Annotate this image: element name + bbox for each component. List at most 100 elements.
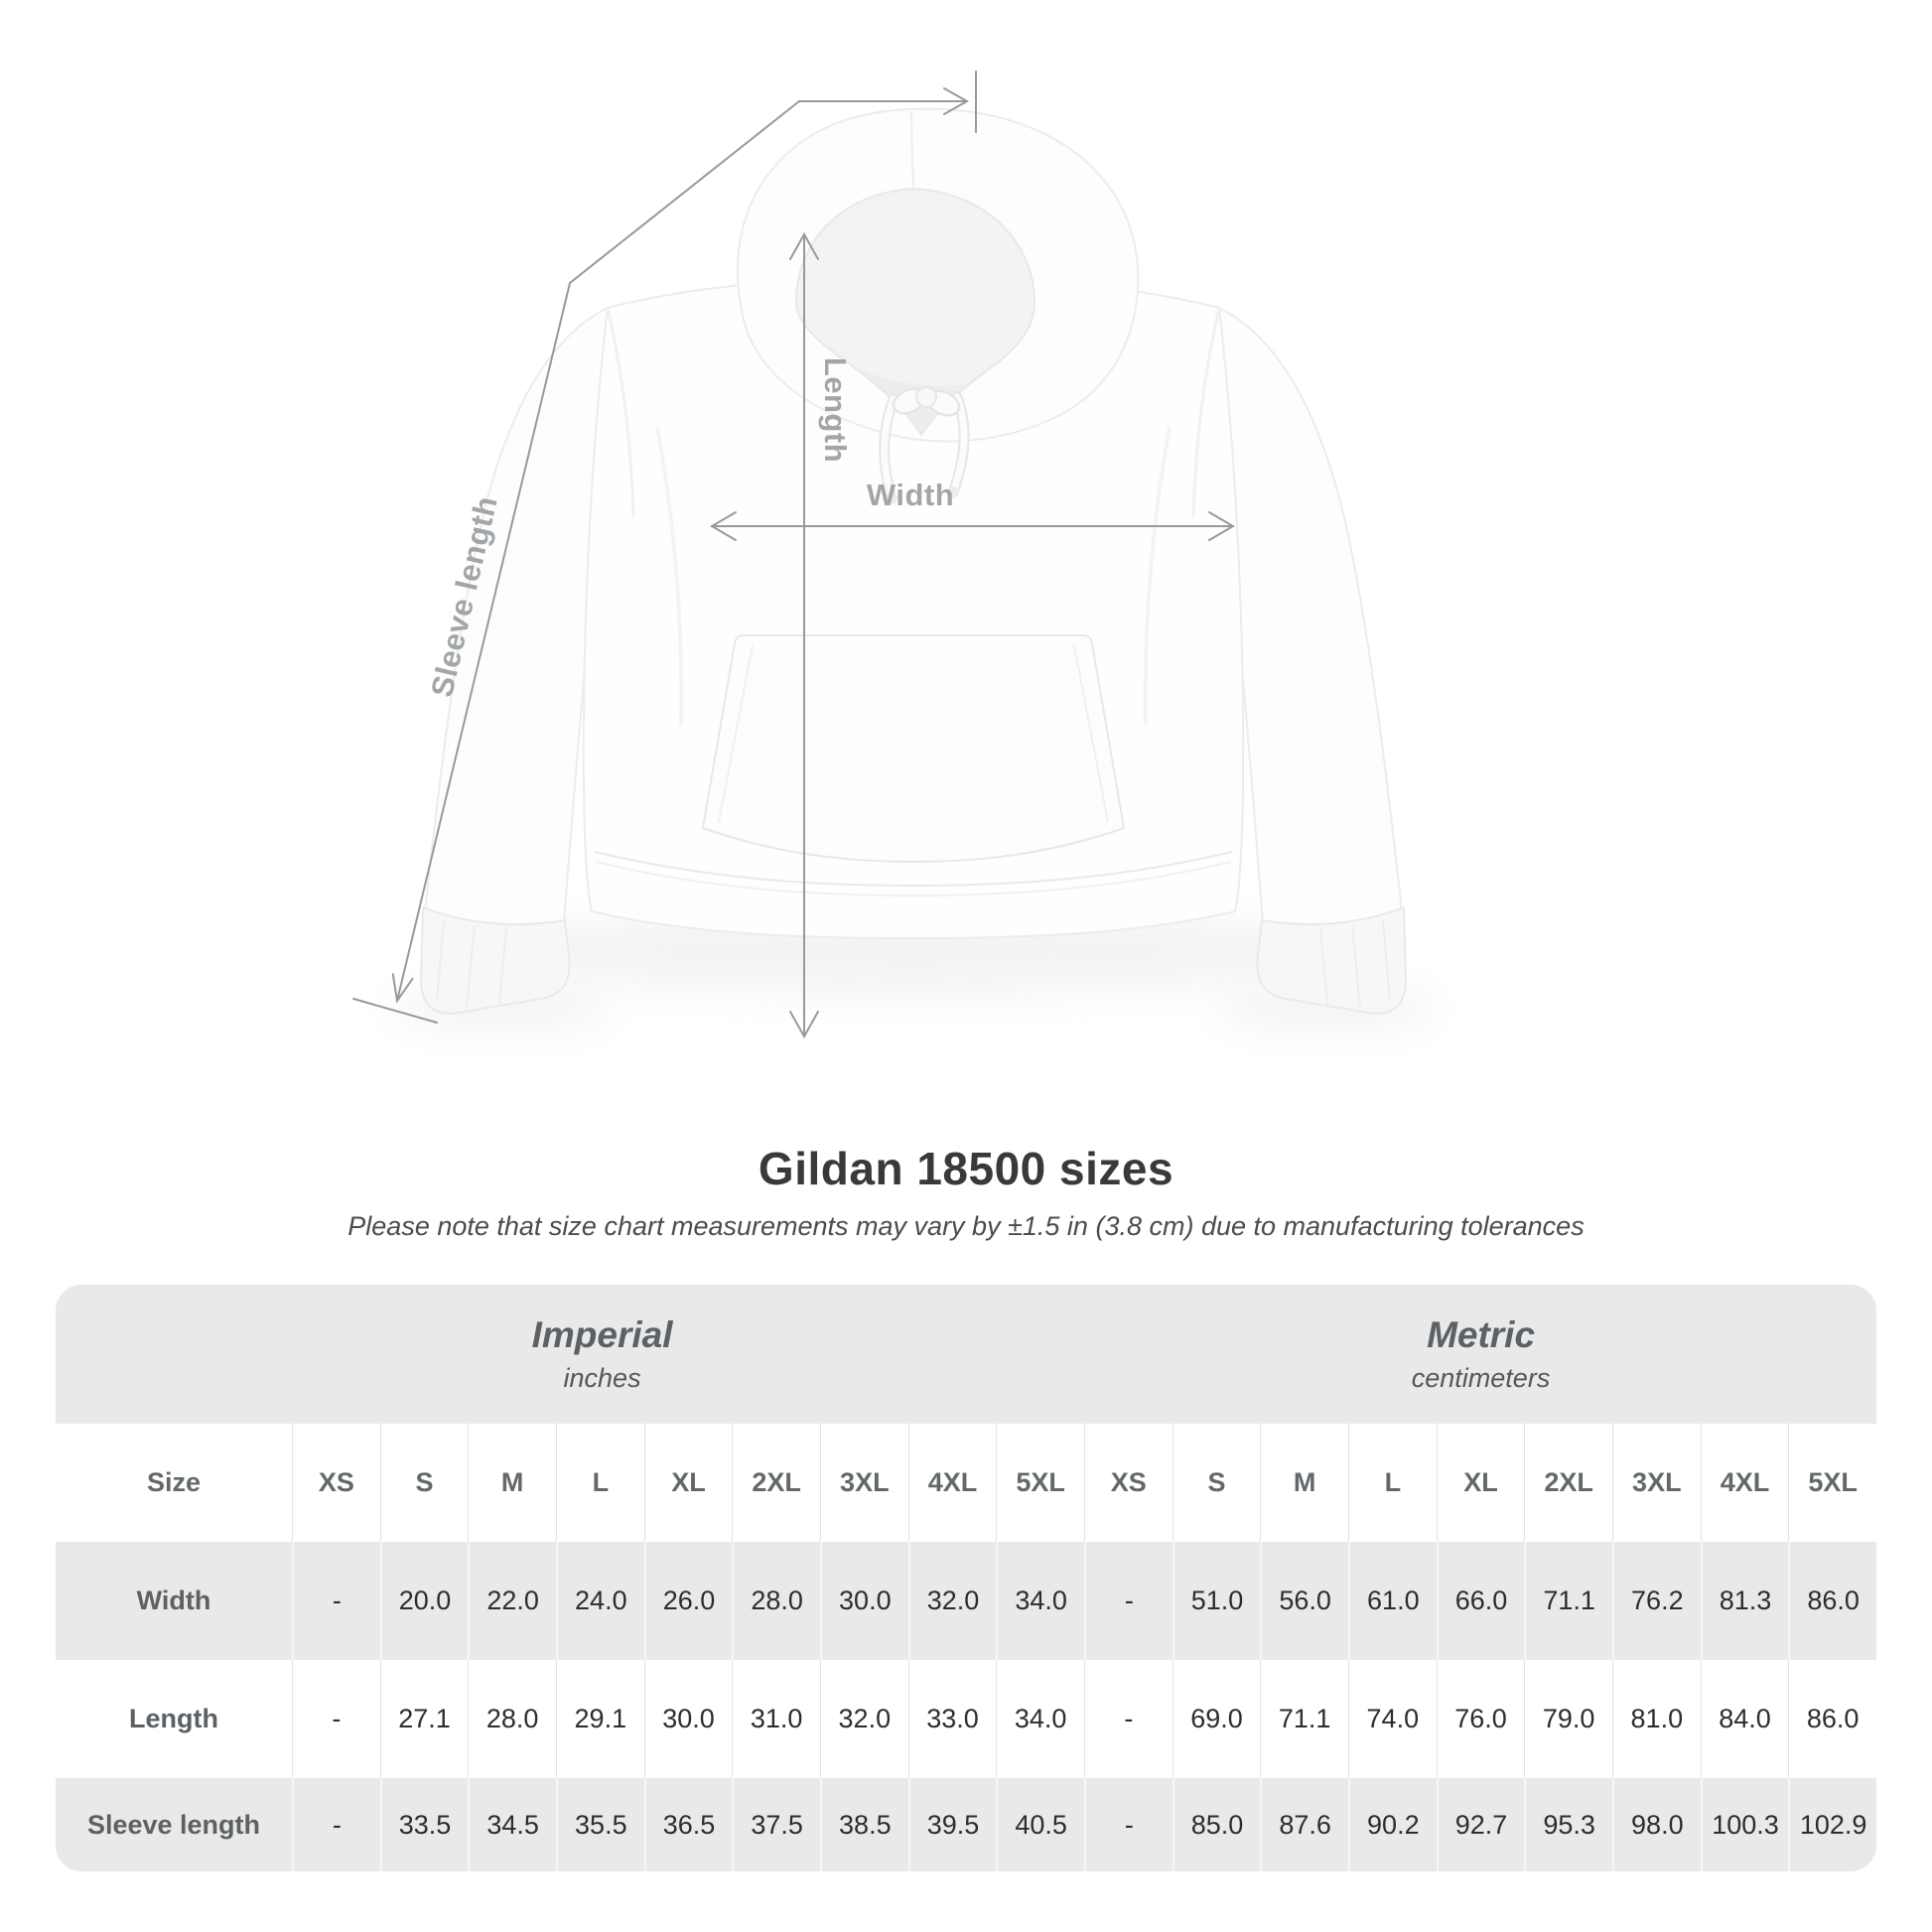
table-value: 95.3: [1524, 1778, 1612, 1871]
size-col-header: 2XL: [732, 1424, 820, 1542]
table-value: 22.0: [468, 1542, 556, 1660]
table-value: 37.5: [732, 1778, 820, 1871]
table-value: 71.1: [1524, 1542, 1612, 1660]
table-value: 30.0: [819, 1542, 908, 1660]
table-value: 31.0: [732, 1660, 820, 1778]
tolerance-note: Please note that size chart measurements…: [347, 1211, 1585, 1241]
table-value: 61.0: [1347, 1542, 1437, 1660]
table-value: 26.0: [643, 1542, 733, 1660]
length-label: Length: [818, 356, 853, 464]
table-value: 74.0: [1347, 1660, 1437, 1778]
size-col-header: L: [1347, 1424, 1437, 1542]
table-value: 76.0: [1436, 1660, 1525, 1778]
size-col-header: S: [1172, 1424, 1261, 1542]
table-value: -: [1083, 1660, 1173, 1778]
table-value: 34.0: [996, 1542, 1084, 1660]
metric-unit: centimeters: [1411, 1363, 1551, 1393]
table-value: 56.0: [1260, 1542, 1348, 1660]
size-col-header: M: [1260, 1424, 1348, 1542]
hoodie-sleeves: [419, 306, 1408, 1015]
table-value: 86.0: [1788, 1660, 1876, 1778]
size-col-header: L: [555, 1424, 644, 1542]
unit-band: Imperial inches Metric centimeters: [56, 1285, 1876, 1424]
table-value: -: [292, 1542, 380, 1660]
sleeve-length-arrow: [352, 70, 977, 1024]
table-value: -: [292, 1660, 380, 1778]
table-value: 90.2: [1347, 1778, 1437, 1871]
size-col-header: XS: [1083, 1424, 1173, 1542]
size-col-header: M: [468, 1424, 556, 1542]
table-value: 38.5: [819, 1778, 908, 1871]
table-value: 98.0: [1611, 1778, 1701, 1871]
table-value: 32.0: [907, 1542, 997, 1660]
row-label: Width: [136, 1586, 211, 1615]
table-value: 81.0: [1611, 1660, 1701, 1778]
heading: Gildan 18500 sizes Please note that size…: [0, 1142, 1932, 1242]
table-value: -: [1083, 1542, 1173, 1660]
width-row: Width - 20.0 22.0 24.0 26.0 28.0 30.0 32…: [56, 1542, 1876, 1660]
size-col-header: 2XL: [1524, 1424, 1612, 1542]
table-value: 40.5: [996, 1778, 1084, 1871]
length-row: Length - 27.1 28.0 29.1 30.0 31.0 32.0 3…: [56, 1660, 1876, 1778]
table-value: 36.5: [643, 1778, 733, 1871]
table-value: 33.5: [379, 1778, 469, 1871]
size-col-header: 3XL: [819, 1424, 908, 1542]
table-value: 35.5: [555, 1778, 644, 1871]
drawstrings: [879, 386, 970, 504]
size-header-cell: Size: [146, 1467, 202, 1497]
hoodie-illustration: [352, 70, 1435, 1039]
table-value: 92.7: [1436, 1778, 1525, 1871]
size-table: Imperial inches Metric centimeters Size …: [56, 1285, 1876, 1871]
page-title: Gildan 18500 sizes: [758, 1143, 1174, 1194]
table-value: 76.2: [1611, 1542, 1701, 1660]
imperial-unit-header: Imperial inches: [56, 1285, 1085, 1424]
table-value: 20.0: [379, 1542, 469, 1660]
table-value: 34.5: [468, 1778, 556, 1871]
table-value: 33.0: [907, 1660, 997, 1778]
table-value: 32.0: [819, 1660, 908, 1778]
size-col-header: XL: [1436, 1424, 1525, 1542]
row-label: Length: [129, 1704, 218, 1733]
imperial-label: Imperial: [531, 1314, 673, 1355]
table-value: 85.0: [1172, 1778, 1261, 1871]
hood: [736, 107, 1140, 443]
table-value: 34.0: [996, 1660, 1084, 1778]
table-value: 100.3: [1700, 1778, 1789, 1871]
width-label: Width: [866, 478, 955, 512]
table-value: 39.5: [907, 1778, 997, 1871]
row-label: Sleeve length: [86, 1809, 261, 1840]
imperial-unit: inches: [563, 1363, 641, 1393]
length-arrow: [789, 231, 819, 1039]
measurement-arrows: [352, 70, 1235, 1039]
table-value: 84.0: [1700, 1660, 1789, 1778]
size-col-header: XS: [292, 1424, 380, 1542]
width-arrow: [710, 511, 1235, 541]
table-value: 27.1: [379, 1660, 469, 1778]
table-value: 86.0: [1788, 1542, 1876, 1660]
hoodie-diagram: Length Width Sleeve length: [352, 70, 1435, 1039]
size-col-header: XL: [643, 1424, 733, 1542]
table-value: 81.3: [1700, 1542, 1789, 1660]
sleeve-length-row: Sleeve length - 33.5 34.5 35.5 36.5 37.5…: [56, 1778, 1876, 1871]
table-value: 28.0: [468, 1660, 556, 1778]
size-col-header: S: [379, 1424, 469, 1542]
table-value: 69.0: [1172, 1660, 1261, 1778]
table-value: 24.0: [555, 1542, 644, 1660]
size-col-header: 4XL: [1700, 1424, 1789, 1542]
table-value: -: [292, 1778, 380, 1871]
table-value: 66.0: [1436, 1542, 1525, 1660]
table-value: 71.1: [1260, 1660, 1348, 1778]
kangaroo-pocket: [701, 634, 1126, 864]
size-col-header: 3XL: [1611, 1424, 1701, 1542]
size-col-header: 5XL: [1788, 1424, 1876, 1542]
size-col-header: 4XL: [907, 1424, 997, 1542]
table-value: 51.0: [1172, 1542, 1261, 1660]
size-header-row: Size XS S M L XL 2XL 3XL 4XL 5XL XS S M …: [56, 1424, 1876, 1542]
table-value: 29.1: [555, 1660, 644, 1778]
table-value: 102.9: [1788, 1778, 1876, 1871]
table-value: 28.0: [732, 1542, 820, 1660]
metric-label: Metric: [1427, 1314, 1536, 1355]
table-value: 30.0: [643, 1660, 733, 1778]
table-value: -: [1083, 1778, 1173, 1871]
